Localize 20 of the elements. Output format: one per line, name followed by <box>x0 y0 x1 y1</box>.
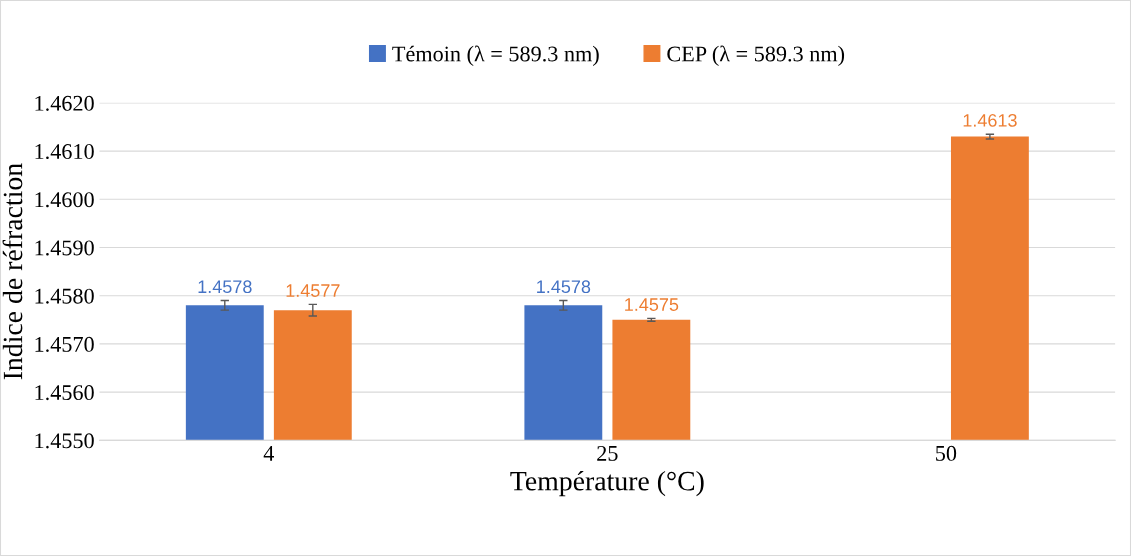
data-label: 1.4613 <box>963 113 1017 127</box>
y-tick-label: 1.4580 <box>35 288 94 304</box>
x-tick-label: 50 <box>936 445 957 461</box>
legend-label: Témoin (λ = 589.3 nm) <box>392 45 599 66</box>
x-tick-label: 25 <box>597 445 618 461</box>
y-tick-label: 1.4600 <box>35 192 94 208</box>
y-tick-label: 1.4610 <box>35 144 94 160</box>
y-tick-label: 1.4570 <box>35 336 94 352</box>
y-tick-label: 1.4550 <box>35 433 94 449</box>
legend-label: CEP (λ = 589.3 nm) <box>667 45 845 66</box>
y-tick-label: 1.4560 <box>35 385 94 401</box>
data-label: 1.4575 <box>625 298 679 311</box>
data-label: 1.4577 <box>286 284 340 297</box>
y-axis-title: Indice de réfraction <box>2 163 23 380</box>
y-tick-label: 1.4620 <box>35 95 94 111</box>
data-label: 1.4578 <box>537 280 591 294</box>
y-tick-label: 1.4590 <box>35 240 94 256</box>
x-tick-label: 4 <box>263 446 275 461</box>
data-label: 1.4578 <box>198 280 252 294</box>
x-axis-title: Température (°C) <box>510 470 704 497</box>
